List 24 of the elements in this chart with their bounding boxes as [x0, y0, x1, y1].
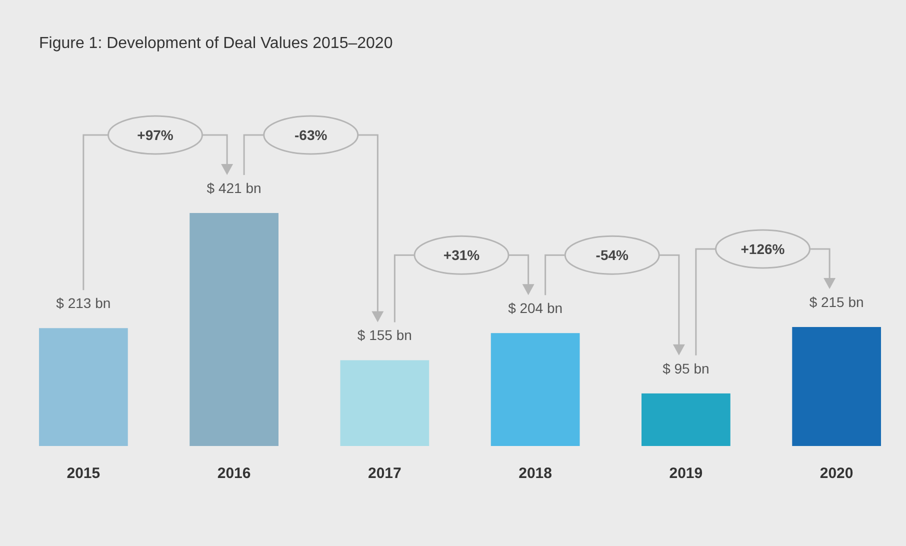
- data-label: $ 215 bn: [809, 294, 864, 310]
- chart-title: Figure 1: Development of Deal Values 2015–2020: [39, 35, 393, 52]
- text: -63%: [294, 127, 328, 143]
- x-tick-label: 2017: [368, 465, 402, 482]
- text: +97%: [137, 127, 174, 143]
- x-tick-label: 2015: [66, 465, 100, 482]
- data-label: $ 421 bn: [206, 180, 262, 196]
- x-tick-label: 2020: [820, 465, 854, 482]
- bar: [190, 213, 278, 446]
- data-label: $ 95 bn: [662, 360, 710, 376]
- data-label: $ 213 bn: [56, 295, 111, 312]
- bar: [490, 333, 580, 446]
- x-tick-label: 2016: [217, 465, 251, 482]
- data-label: $ 155 bn: [357, 327, 412, 344]
- data-label: $ 204 bn: [508, 300, 563, 316]
- x-tick-label: 2019: [669, 465, 703, 482]
- bar: [340, 360, 430, 446]
- x-tick-label: 2018: [518, 465, 552, 482]
- bar: [792, 327, 881, 446]
- bar: [642, 393, 730, 446]
- bar: [39, 328, 128, 446]
- annotation: +31%: [443, 247, 480, 264]
- annotation: +126%: [740, 241, 786, 258]
- annotation: -54%: [596, 247, 630, 264]
